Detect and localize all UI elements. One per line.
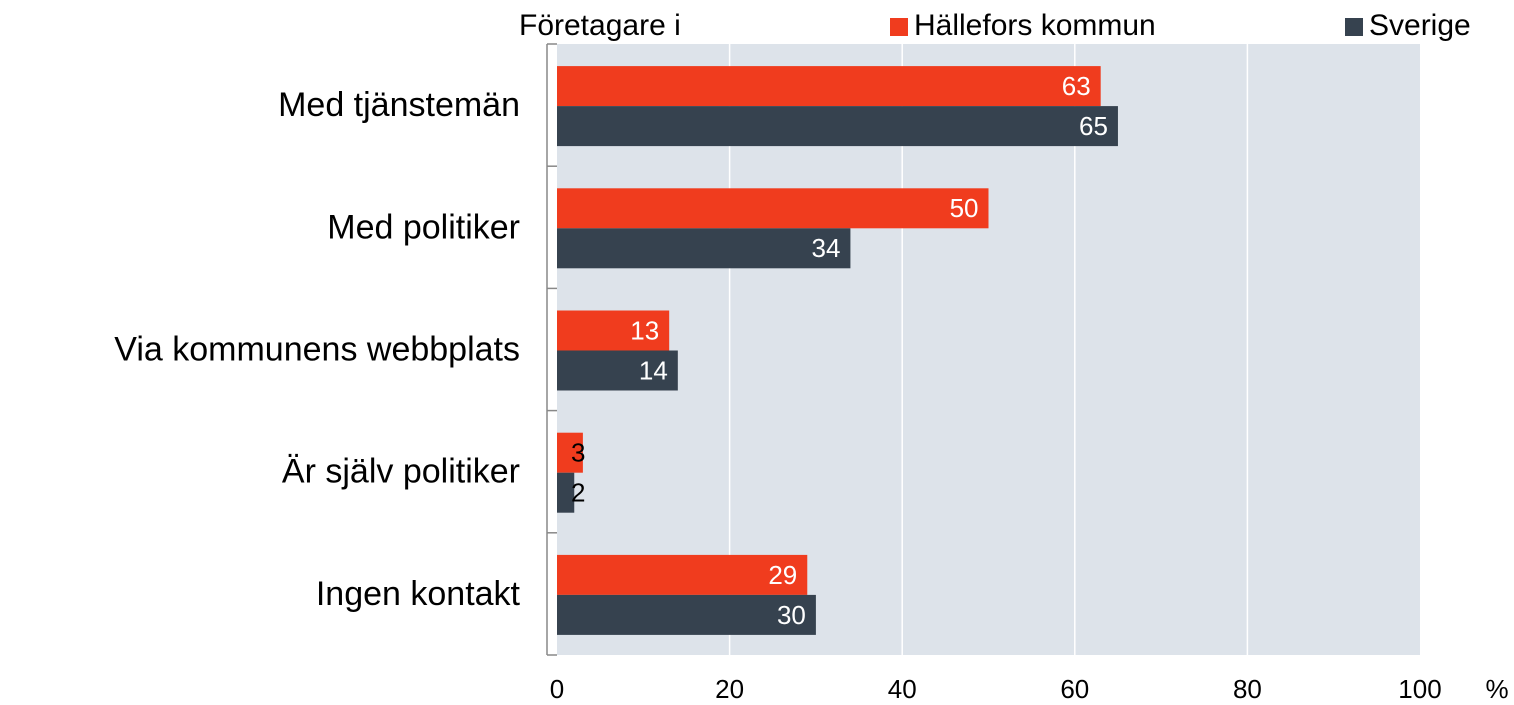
- y-tick-label: Ingen kontakt: [316, 575, 521, 613]
- bar: [557, 554, 808, 595]
- x-tick-label: 40: [888, 674, 917, 704]
- x-axis-label: %: [1485, 674, 1508, 704]
- data-label: 34: [811, 233, 840, 263]
- bar: [557, 228, 851, 269]
- legend-title: Företagare i: [519, 9, 681, 42]
- bar: [557, 188, 989, 229]
- y-tick-label: Via kommunens webbplats: [114, 330, 520, 368]
- data-label: 3: [571, 438, 585, 468]
- legend-swatch: [1345, 18, 1363, 36]
- data-label: 13: [630, 315, 659, 345]
- legend-label: Hällefors kommun: [914, 9, 1156, 42]
- y-tick-label: Är själv politiker: [282, 453, 520, 491]
- data-label: 30: [777, 600, 806, 630]
- bar: [557, 432, 583, 473]
- bar: [557, 350, 678, 391]
- y-tick-label: Med tjänstemän: [278, 86, 520, 124]
- data-label: 2: [571, 478, 585, 508]
- y-tick-label: Med politiker: [327, 208, 520, 246]
- data-label: 14: [639, 355, 668, 385]
- bar: [557, 66, 1101, 107]
- bar: [557, 472, 575, 513]
- x-tick-label: 100: [1398, 674, 1441, 704]
- x-tick-label: 20: [715, 674, 744, 704]
- legend-swatch: [890, 18, 908, 36]
- data-label: 29: [768, 560, 797, 590]
- data-label: 65: [1079, 111, 1108, 141]
- x-tick-label: 60: [1060, 674, 1089, 704]
- legend-label: Sverige: [1369, 9, 1471, 42]
- x-tick-label: 0: [550, 674, 564, 704]
- bar: [557, 310, 670, 351]
- x-tick-label: 80: [1233, 674, 1262, 704]
- bar: [557, 106, 1118, 147]
- data-label: 63: [1062, 71, 1091, 101]
- bar: [557, 594, 816, 635]
- data-label: 50: [950, 193, 979, 223]
